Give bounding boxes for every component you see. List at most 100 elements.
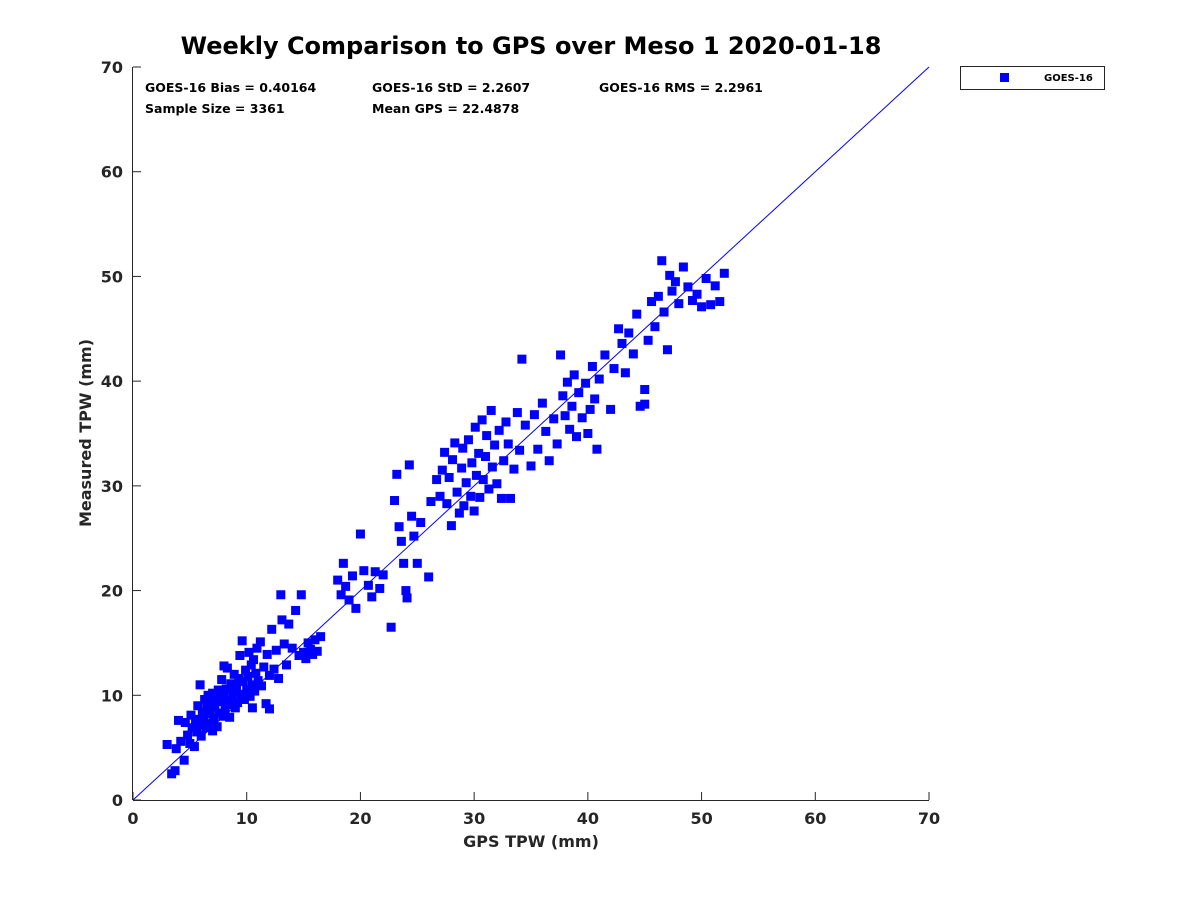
y-axis-ticks: 0 10 20 30 40 50 60 70: [101, 58, 141, 810]
data-point: [533, 444, 543, 454]
data-point: [506, 493, 516, 503]
stat-sample-size: Sample Size = 3361: [145, 101, 285, 116]
data-point: [392, 469, 402, 479]
data-point: [221, 684, 231, 694]
data-point: [448, 455, 458, 465]
data-point: [409, 531, 419, 541]
data-point: [176, 736, 186, 746]
data-point: [341, 581, 351, 591]
data-point: [244, 647, 254, 657]
data-point: [609, 364, 619, 374]
data-point: [692, 289, 702, 299]
data-point: [594, 374, 604, 384]
data-point: [363, 580, 373, 590]
y-tick-label: 30: [101, 477, 123, 496]
data-point: [208, 688, 218, 698]
data-point: [482, 431, 492, 441]
x-tick-label: 70: [918, 809, 940, 828]
data-point: [264, 670, 274, 680]
data-point: [432, 475, 442, 485]
data-point: [396, 536, 406, 546]
data-point: [459, 501, 469, 511]
data-point: [544, 456, 554, 466]
data-point: [571, 432, 581, 442]
data-point: [565, 424, 575, 434]
y-tick-label: 10: [101, 686, 123, 705]
data-point: [267, 624, 277, 634]
data-point: [444, 472, 454, 482]
data-point: [246, 660, 256, 670]
data-point: [617, 338, 627, 348]
data-point: [310, 635, 320, 645]
data-point: [256, 681, 266, 691]
data-point: [437, 465, 447, 475]
data-point: [226, 679, 236, 689]
x-tick-label: 40: [577, 809, 599, 828]
legend-box: [960, 66, 1105, 90]
data-point: [477, 415, 487, 425]
data-point: [537, 398, 547, 408]
data-point: [245, 691, 255, 701]
data-point: [614, 324, 624, 334]
data-point: [466, 491, 476, 501]
data-point: [499, 456, 509, 466]
data-point: [706, 300, 716, 310]
data-point: [487, 462, 497, 472]
data-point: [471, 470, 481, 480]
data-point: [220, 705, 230, 715]
data-point: [515, 445, 525, 455]
y-tick-label: 50: [101, 267, 123, 286]
data-point: [252, 643, 262, 653]
data-point: [212, 722, 222, 732]
data-point: [284, 619, 294, 629]
data-point: [404, 460, 414, 470]
data-point: [667, 286, 677, 296]
data-point: [229, 669, 239, 679]
data-point: [399, 558, 409, 568]
data-point: [271, 645, 281, 655]
data-point: [192, 727, 202, 737]
data-point: [308, 649, 318, 659]
data-point: [170, 766, 180, 776]
data-point: [678, 262, 688, 272]
x-tick-label: 20: [349, 809, 371, 828]
data-point: [378, 570, 388, 580]
data-point: [450, 438, 460, 448]
legend-marker-square: [1000, 73, 1009, 82]
data-point: [282, 660, 292, 670]
data-point: [227, 696, 237, 706]
data-point: [643, 335, 653, 345]
data-point: [416, 518, 426, 528]
data-point: [401, 586, 411, 596]
data-point: [287, 643, 297, 653]
data-point: [231, 682, 241, 692]
data-point: [355, 529, 365, 539]
y-tick-label: 0: [112, 791, 123, 810]
data-point: [719, 268, 729, 278]
data-point: [635, 401, 645, 411]
data-point: [442, 499, 452, 509]
y-tick-label: 40: [101, 372, 123, 391]
data-point: [503, 439, 513, 449]
legend-label: GOES-16: [1044, 73, 1093, 84]
data-point: [249, 655, 259, 665]
data-point: [241, 665, 251, 675]
data-point: [251, 668, 261, 678]
data-point: [336, 590, 346, 600]
data-point: [569, 370, 579, 380]
data-point: [501, 417, 511, 427]
data-point: [210, 702, 220, 712]
data-point: [715, 297, 725, 307]
data-point: [316, 632, 326, 642]
data-point: [562, 377, 572, 387]
data-point: [237, 636, 247, 646]
data-point: [219, 661, 229, 671]
data-point: [484, 484, 494, 494]
stat-mean-gps: Mean GPS = 22.4878: [372, 101, 519, 116]
data-point: [367, 592, 377, 602]
data-point: [653, 291, 663, 301]
data-point: [274, 674, 284, 684]
data-point: [193, 701, 203, 711]
data-point: [301, 654, 311, 664]
